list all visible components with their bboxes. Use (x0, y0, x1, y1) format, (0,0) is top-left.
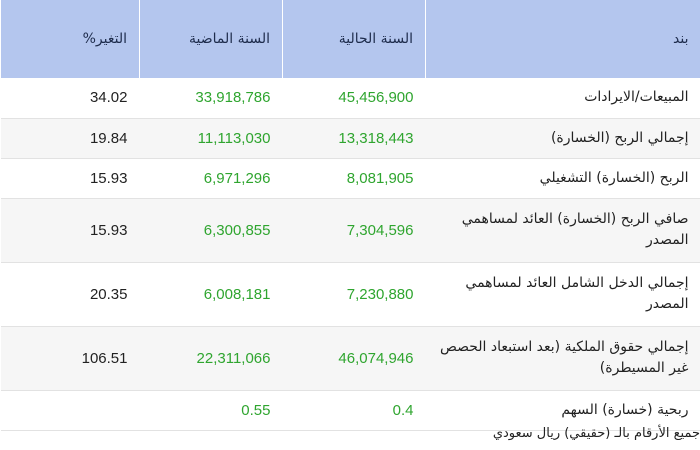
row-item-label: إجمالي الدخل الشامل العائد لمساهمي المصد… (425, 262, 700, 327)
row-current-value: 7,304,596 (282, 198, 426, 263)
row-last-value: 22,311,066 (139, 326, 283, 391)
row-change-value: 15.93 (0, 158, 140, 199)
results-table: بند السنة الحالية السنة الماضية التغير% … (0, 0, 700, 431)
header-current-year: السنة الحالية (282, 0, 426, 78)
row-change-value: 15.93 (0, 198, 140, 263)
table-row: إجمالي حقوق الملكية (بعد استبعاد الحصص غ… (0, 326, 700, 391)
table-header-row: بند السنة الحالية السنة الماضية التغير% (0, 0, 700, 78)
footer-note: جميع الأرقام بالـ (حقيقي) ريال سعودي (492, 426, 700, 441)
row-item-label: الربح (الخسارة) التشغيلي (425, 158, 700, 199)
row-last-value: 6,008,181 (139, 262, 283, 327)
row-last-value: 6,300,855 (139, 198, 283, 263)
row-current-value: 0.4 (282, 390, 426, 431)
row-item-label: إجمالي حقوق الملكية (بعد استبعاد الحصص غ… (425, 326, 700, 391)
row-item-label: صافي الربح (الخسارة) العائد لمساهمي المص… (425, 198, 700, 263)
table-row: صافي الربح (الخسارة) العائد لمساهمي المص… (0, 198, 700, 263)
row-last-value: 11,113,030 (139, 118, 283, 159)
row-change-value (0, 390, 140, 431)
header-last-year: السنة الماضية (139, 0, 283, 78)
row-change-value: 106.51 (0, 326, 140, 391)
row-item-label: المبيعات/الايرادات (425, 78, 700, 119)
row-change-value: 20.35 (0, 262, 140, 327)
row-item-label: ربحية (خسارة) السهم (425, 390, 700, 431)
table-row: الربح (الخسارة) التشغيلي 8,081,905 6,971… (0, 158, 700, 199)
row-item-label: إجمالي الربح (الخسارة) (425, 118, 700, 159)
table-row: إجمالي الدخل الشامل العائد لمساهمي المصد… (0, 262, 700, 327)
header-item: بند (425, 0, 700, 78)
header-change: التغير% (0, 0, 140, 78)
row-current-value: 45,456,900 (282, 78, 426, 119)
row-change-value: 19.84 (0, 118, 140, 159)
table-row: إجمالي الربح (الخسارة) 13,318,443 11,113… (0, 118, 700, 159)
row-current-value: 13,318,443 (282, 118, 426, 159)
row-last-value: 0.55 (139, 390, 283, 431)
row-current-value: 46,074,946 (282, 326, 426, 391)
table-row: ربحية (خسارة) السهم 0.4 0.55 (0, 390, 700, 431)
financial-table: بند السنة الحالية السنة الماضية التغير% … (0, 0, 700, 431)
row-last-value: 33,918,786 (139, 78, 283, 119)
row-current-value: 8,081,905 (282, 158, 426, 199)
table-row: المبيعات/الايرادات 45,456,900 33,918,786… (0, 78, 700, 119)
row-change-value: 34.02 (0, 78, 140, 119)
row-last-value: 6,971,296 (139, 158, 283, 199)
row-current-value: 7,230,880 (282, 262, 426, 327)
